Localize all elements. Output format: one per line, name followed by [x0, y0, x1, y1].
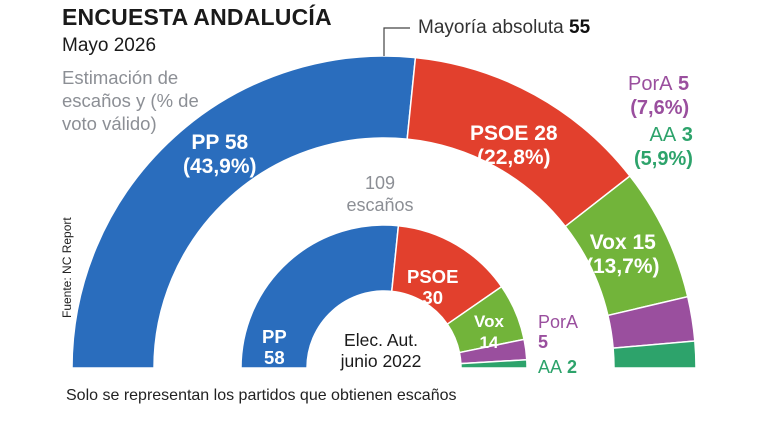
label-psoe-2026: PSOE 28 (22,8%) [470, 122, 558, 170]
label-pora-2026-name: PorA [628, 73, 673, 95]
label-vox-2026: Vox 15 (13,7%) [586, 231, 660, 279]
label-vox-2022-name: Vox [474, 312, 504, 331]
footnote: Solo se representan los partidos que obt… [66, 387, 457, 404]
label-pp-2026-name: PP 58 [191, 131, 249, 154]
majority-text: Mayoría absoluta [418, 17, 564, 38]
label-vox-2022: Vox 14 [474, 311, 504, 353]
label-pp-2022-seats: 58 [264, 347, 285, 368]
label-aa-2026: AA 3 (5,9%) [634, 123, 693, 171]
seat-arc-pp-2022 [240, 224, 400, 369]
label-pora-2026-seats: 5 [678, 73, 690, 95]
label-aa-2026-pct: (5,9%) [634, 148, 693, 170]
label-pora-2022: PorA 5 [538, 312, 578, 352]
label-aa-2026-name: AA [649, 124, 677, 146]
label-pora-2026-pct: (7,6%) [630, 97, 690, 119]
majority-label: Mayoría absoluta 55 [418, 17, 590, 39]
label-psoe-2026-name: PSOE 28 [470, 122, 558, 145]
label-psoe-2022: PSOE 30 [407, 266, 458, 308]
label-aa-2026-seats: 3 [681, 124, 693, 146]
label-pp-2026-pct: (43,9%) [183, 155, 257, 178]
majority-value: 55 [569, 17, 591, 38]
label-psoe-2022-name: PSOE [407, 266, 459, 287]
source-note: Fuente: NC Report [60, 217, 74, 318]
label-pora-2026: PorA 5 (7,6%) [628, 72, 689, 120]
seat-arc-aa-2026 [612, 340, 697, 369]
label-vox-2022-seats: 14 [479, 333, 499, 352]
label-pp-2022: PP 58 [262, 326, 287, 368]
center-label-2022: Elec. Aut. junio 2022 [340, 330, 422, 371]
label-pp-2026: PP 58 (43,9%) [183, 131, 257, 179]
label-pora-2022-seats: 5 [538, 332, 549, 352]
majority-line [383, 27, 410, 56]
seat-arc-pp-2026 [71, 55, 417, 369]
label-pora-2022-name: PorA [538, 312, 579, 332]
label-aa-2022-name: AA [538, 357, 563, 377]
label-pp-2022-name: PP [262, 326, 287, 347]
chart-subtitle: Mayo 2026 [62, 35, 157, 56]
label-psoe-2022-seats: 30 [422, 287, 443, 308]
total-seats: 109 escaños [346, 173, 414, 215]
label-psoe-2026-pct: (22,8%) [477, 146, 551, 169]
legend-note: Estimación de escaños y (% de voto válid… [62, 67, 199, 134]
label-aa-2022: AA 2 [538, 357, 577, 377]
label-vox-2026-name: Vox 15 [589, 231, 656, 254]
chart-title: ENCUESTA ANDALUCÍA [62, 4, 332, 30]
label-vox-2026-pct: (13,7%) [586, 255, 660, 278]
seat-arc-aa-2022 [460, 358, 528, 369]
label-aa-2022-seats: 2 [567, 357, 578, 377]
